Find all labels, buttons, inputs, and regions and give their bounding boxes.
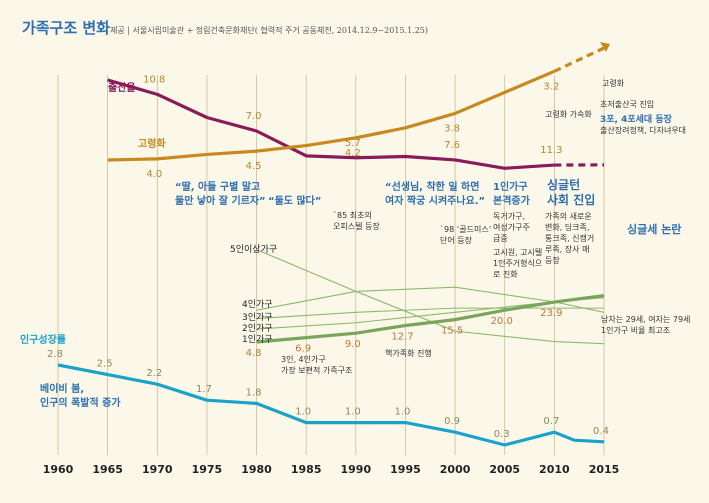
x-tick-2015: 2015 — [589, 463, 620, 476]
series-line-0 — [108, 80, 555, 168]
data-label-2-5: 1.0 — [295, 407, 311, 418]
x-tick-1980: 1980 — [241, 463, 272, 476]
data-label-2-7: 1.0 — [395, 407, 411, 418]
annotation-1985-line1: `85 최초의 — [333, 210, 372, 220]
household-label-6: 23.9 — [540, 308, 562, 319]
household-4-label: 4인가구 — [242, 299, 273, 310]
x-tick-2010: 2010 — [539, 463, 570, 476]
annotation-2000-title1: 1인가구 — [493, 180, 528, 193]
population-growth-series-label: 인구성장률 — [20, 333, 66, 346]
x-tick-1975: 1975 — [192, 463, 223, 476]
household-2-label: 2인가구 — [242, 323, 273, 334]
annotation-1985-line2: 오피스텔 등장 — [333, 221, 380, 231]
data-label-1-4: 3.2 — [543, 81, 559, 92]
data-label-2-2: 2.2 — [146, 368, 162, 379]
annotation-1990-line1: “선생님, 착한 일 하면 — [385, 180, 479, 193]
data-label-1-3: 3.8 — [444, 123, 460, 134]
annotation-1998-line2: 단어 등장 — [440, 235, 473, 245]
annotation-2005-note2: 변화, 딩크족, — [545, 222, 589, 232]
data-label-0-4: 11.3 — [540, 145, 562, 156]
main-series — [58, 42, 610, 445]
annotation-2005-aging: 고령화 가속화 — [545, 110, 592, 119]
annotation-2000-title2: 본격증가 — [493, 194, 531, 207]
x-tick-2005: 2005 — [489, 463, 520, 476]
aging-series-label: 고령화 — [138, 138, 166, 150]
data-label-2-4: 1.8 — [246, 387, 262, 398]
annotation-2012-note3: 출산장려정책, 다자녀우대 — [600, 125, 686, 135]
chart-title: 가족구조 변화 — [22, 19, 110, 37]
annotation-2012-aged: 고령화 — [602, 79, 625, 88]
annotation-1980: “둘도 많다” — [268, 194, 321, 207]
household-label-1: 6.9 — [295, 344, 311, 355]
annotation-1970-line2: 둘만 낳아 잘 기르자” — [175, 194, 266, 207]
household-5plus-label: 5인이상가구 — [230, 244, 277, 255]
annotation-1990-line2: 여자 짝궁 시켜주나요.” — [385, 194, 485, 207]
data-label-2-3: 1.7 — [196, 384, 212, 395]
annotation-2005-note5: 등장 — [545, 255, 560, 265]
annotation-nuclear-family: 핵가족화 진행 — [385, 348, 432, 358]
data-label-1-2: 4.2 — [345, 148, 361, 159]
series-line-1 — [108, 71, 555, 160]
series-projection-1 — [554, 48, 604, 71]
data-label-1-1: 4.5 — [246, 161, 262, 172]
household-3-label: 3인가구 — [242, 312, 273, 323]
annotation-2005-note4: 루족, 장사 매 — [545, 244, 589, 254]
annotation-2000-note2: 여성가구주 — [493, 222, 530, 232]
x-axis-ticks: 1960 1965 1970 1975 1980 1985 1990 1995 2000 2005… — [43, 463, 620, 476]
annotation-marriage-age-line1: 남자는 29세, 여자는 79세 — [601, 314, 690, 324]
x-tick-2000: 2000 — [440, 463, 471, 476]
household-label-5: 20.0 — [491, 316, 513, 327]
data-label-2-11: 0.4 — [593, 426, 609, 437]
annotation-2012-note1: 초저출산국 진입 — [600, 99, 654, 109]
annotation-2005-title1: 싱글턴 — [547, 177, 580, 192]
annotation-1970-line1: “딸, 아들 구별 말고 — [175, 180, 260, 193]
data-label-2-10: 0.7 — [543, 416, 559, 427]
x-tick-1995: 1995 — [390, 463, 421, 476]
annotation-2000-note6: 로 진화 — [493, 269, 518, 279]
annotation-2000-note1: 독거가구, — [493, 212, 525, 221]
chart-source: 제공 | 서울시립미술관 + 정림건축문화재단( 협력적 주거 공동체전, 20… — [110, 25, 428, 35]
annotation-babyboom-line2: 인구의 폭발적 증가 — [40, 396, 121, 409]
x-tick-1965: 1965 — [92, 463, 123, 476]
household-label-3: 12.7 — [391, 331, 413, 342]
annotation-2000-note4: 고시원, 고시텔 — [493, 248, 542, 257]
x-tick-1990: 1990 — [341, 463, 372, 476]
birth-rate-series-label: 출산율 — [108, 81, 136, 94]
annotation-2005-title2: 사회 진입 — [547, 192, 595, 207]
annotation-1980-household-line1: 3인, 4인가구 — [281, 354, 326, 364]
annotation-2000-note5: 1인주거형식으 — [493, 258, 542, 268]
data-label-0-0: 10.8 — [143, 74, 165, 85]
annotation-single-tax: 싱글세 논란 — [627, 222, 681, 236]
x-tick-1985: 1985 — [291, 463, 322, 476]
data-label-0-1: 7.0 — [246, 111, 262, 122]
data-label-2-1: 2.5 — [97, 359, 113, 370]
data-label-2-6: 1.0 — [345, 407, 361, 418]
annotation-marriage-age-line2: 1인가구 비율 최고조 — [601, 325, 670, 335]
annotation-1998-line1: `98 ‘골드미스’ — [440, 224, 491, 234]
data-label-0-3: 7.6 — [444, 140, 460, 151]
annotation-2005-note1: 가족의 새로운 — [545, 211, 592, 221]
annotation-2005-note3: 통크족, 신캥거 — [545, 233, 594, 243]
x-tick-1960: 1960 — [43, 463, 74, 476]
household-label-2: 9.0 — [345, 339, 361, 350]
household-label-0: 4.8 — [246, 348, 262, 359]
annotation-2012-note2: 3포, 4포세대 등장 — [600, 113, 673, 125]
x-tick-1970: 1970 — [142, 463, 173, 476]
household-1-label: 1인가구 — [242, 334, 273, 345]
data-label-2-0: 2.8 — [47, 349, 63, 360]
series-line-2 — [58, 365, 604, 445]
data-label-2-9: 0.3 — [494, 429, 510, 440]
annotation-2000-note3: 급증 — [493, 234, 508, 243]
annotation-1980-household-line2: 가장 보편적 가족구조 — [281, 365, 352, 375]
annotation-babyboom-line1: 베이비 붐, — [40, 382, 84, 395]
household-label-4: 15.5 — [441, 326, 463, 337]
data-label-2-8: 0.9 — [444, 416, 460, 427]
data-label-1-0: 4.0 — [146, 169, 162, 180]
